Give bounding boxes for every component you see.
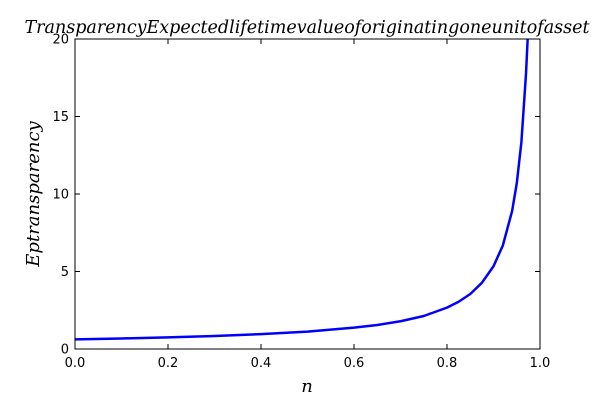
x-axis-ticks: 0.0 0.2 0.4 0.6 0.8 1.0 bbox=[65, 39, 551, 371]
y-tick-label: 20 bbox=[52, 33, 69, 48]
x-tick-label: 0.6 bbox=[344, 356, 365, 371]
chart-title: TransparencyExpectedlifetimevalueoforigi… bbox=[24, 18, 590, 38]
x-tick-label: 0.2 bbox=[158, 356, 179, 371]
x-tick-label: 1.0 bbox=[530, 356, 551, 371]
y-tick-label: 15 bbox=[52, 110, 69, 125]
x-tick-label: 0.4 bbox=[251, 356, 272, 371]
y-tick-label: 5 bbox=[61, 265, 69, 280]
x-axis-label: n bbox=[301, 376, 313, 397]
y-axis-ticks: 0 5 10 15 20 bbox=[52, 33, 540, 358]
axes-frame bbox=[74, 38, 541, 350]
x-tick-label: 0.0 bbox=[65, 356, 86, 371]
y-tick-label: 0 bbox=[61, 343, 69, 358]
y-tick-label: 10 bbox=[52, 188, 69, 203]
x-tick-label: 0.8 bbox=[437, 356, 458, 371]
plot-area bbox=[75, 39, 529, 341]
y-axis-label: Eptransparency bbox=[23, 120, 44, 267]
series-line-0 bbox=[75, 39, 529, 341]
